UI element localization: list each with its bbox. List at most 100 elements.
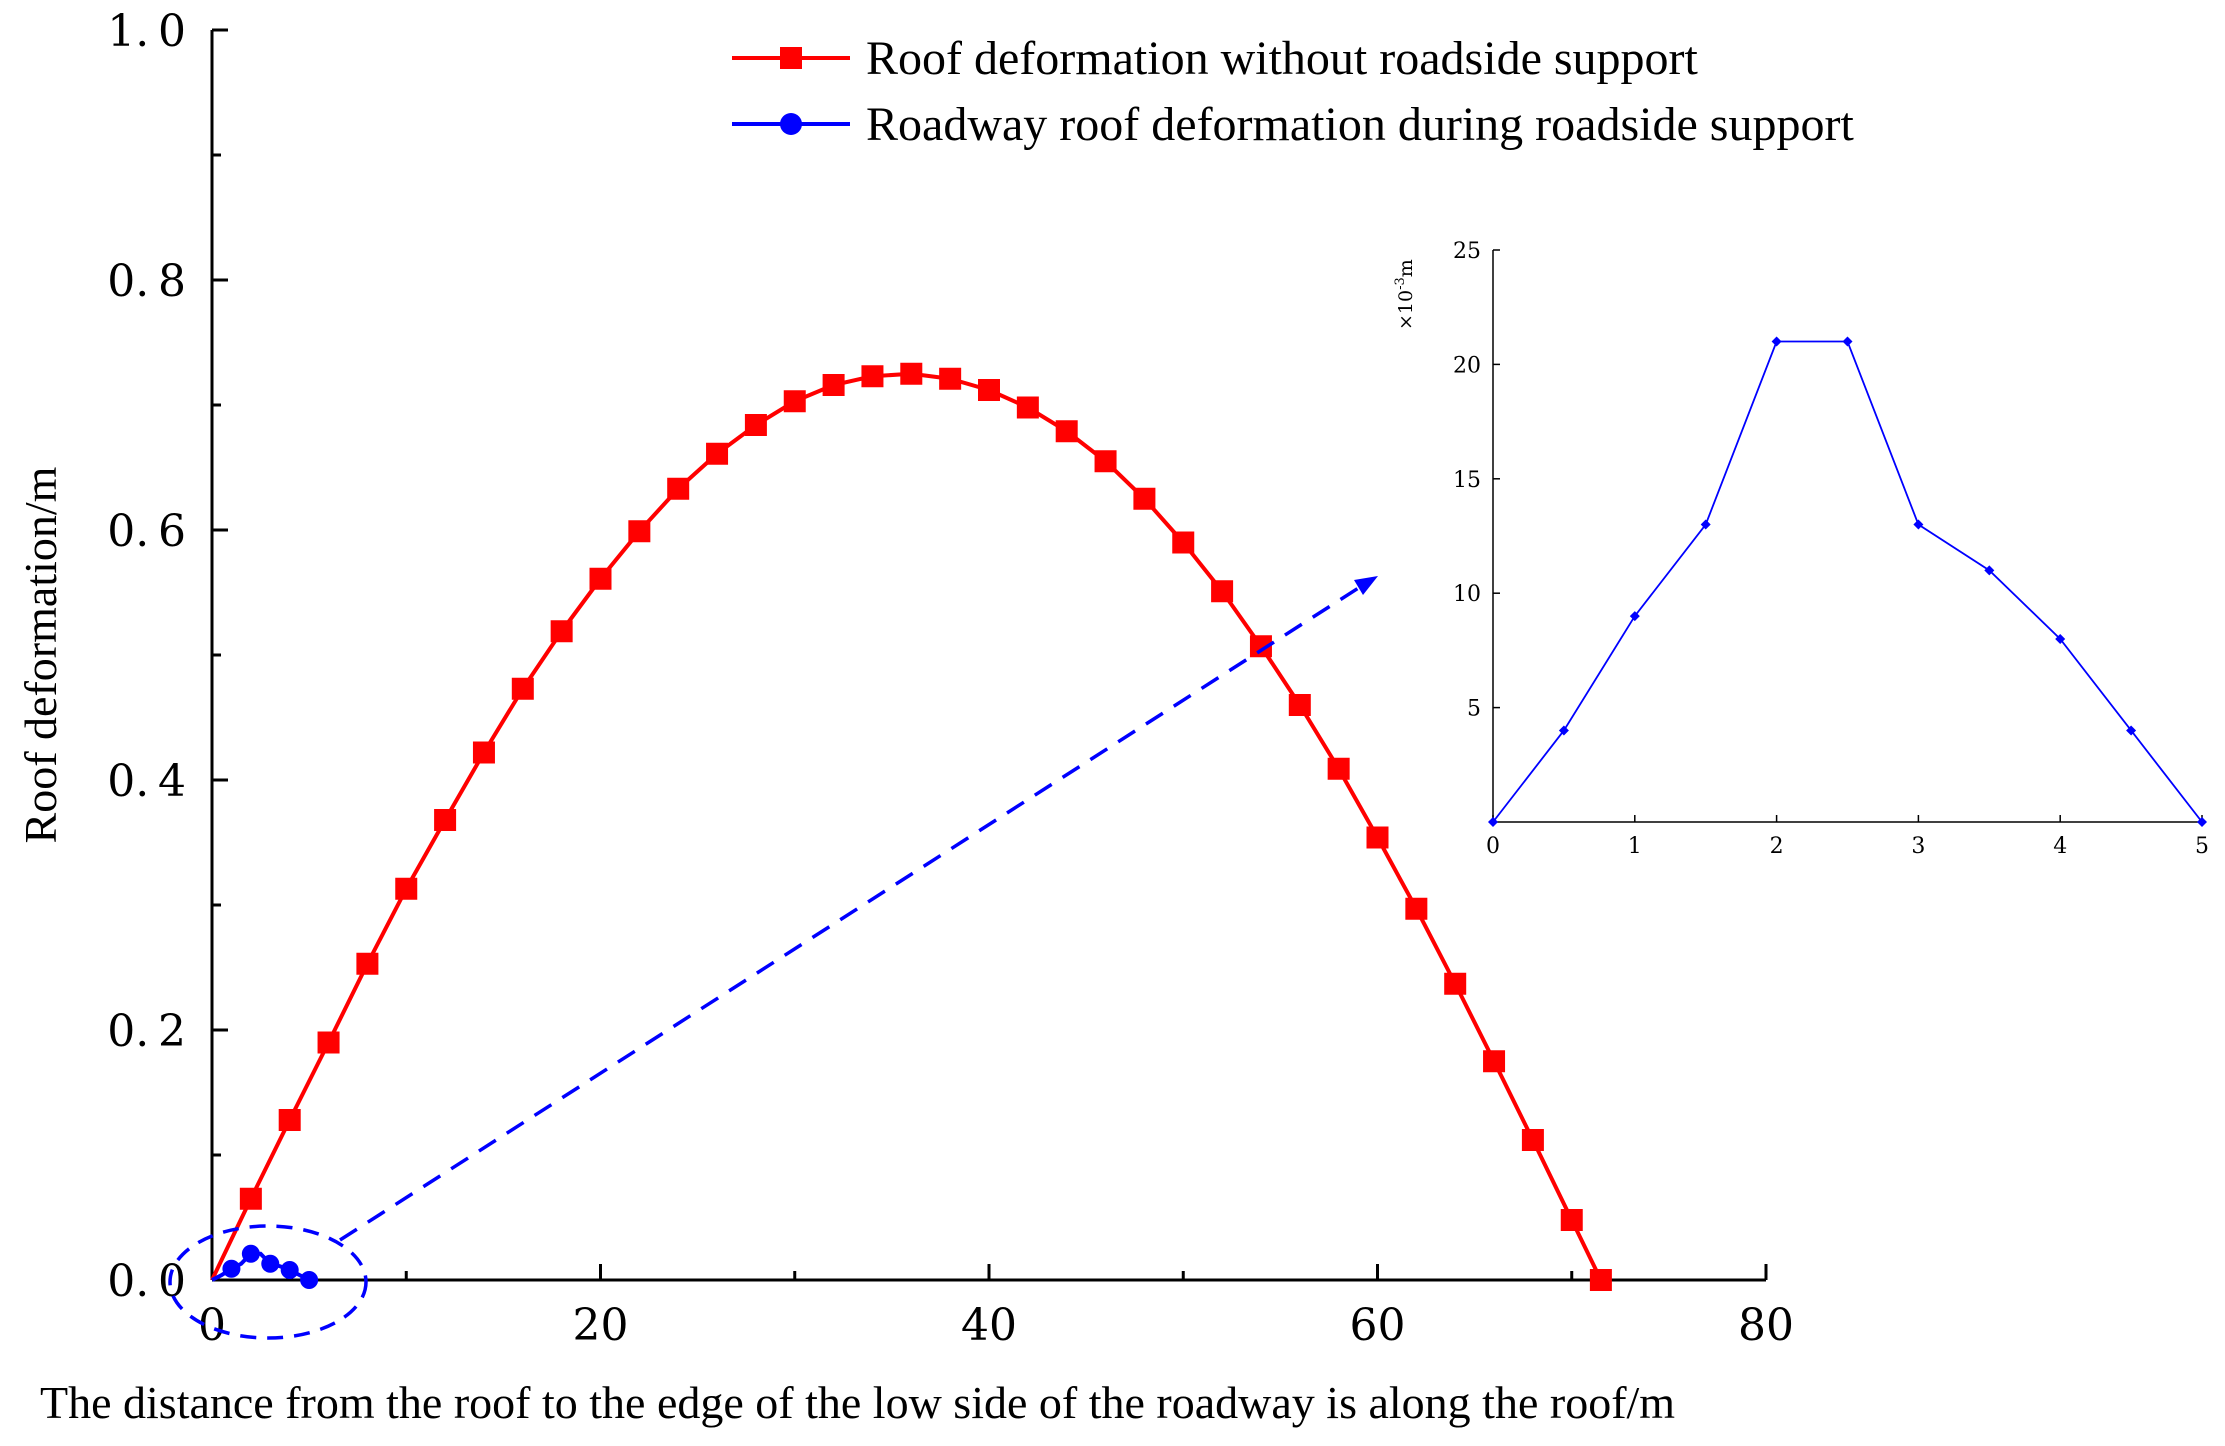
legend-entry-without-support: Roof deformation without roadside suppor… [732,32,1699,85]
inset-chart: 5 10 15 20 25 0 1 2 3 4 5 ×10-3m [1393,239,2209,859]
main-x-tick-label: 20 [573,1300,629,1351]
inset-y-tick-label: 5 [1467,697,1481,722]
inset-y-tick-label: 25 [1453,239,1481,264]
series-without-support-marker [1055,420,1078,443]
series-without-support-marker [1016,396,1039,419]
series-without-support-marker [978,379,1000,401]
series-without-support-marker [1405,897,1428,920]
series-without-support-marker [589,567,612,590]
series-with-support-marker [222,1259,241,1278]
legend-marker-red-square [780,47,802,69]
inset-series-marker [1629,611,1640,622]
legend-marker-blue-circle [780,113,802,135]
inset-series-marker [1842,336,1853,347]
inset-x-tick-label: 2 [1770,834,1784,859]
series-without-support-marker [900,362,923,385]
inset-x-tick-label: 0 [1486,834,1500,859]
series-without-support-marker [1288,694,1311,716]
series-without-support-marker [1589,1269,1612,1291]
main-x-tick-label: 60 [1350,1300,1406,1351]
inset-x-tick-label: 1 [1628,834,1642,859]
main-y-tick-label: 0. 6 [107,506,186,557]
series-without-support-marker [356,952,379,975]
zoom-arrow-head [1354,576,1378,595]
series-without-support-marker [395,877,418,900]
main-y-ticks: 0. 00. 20. 40. 60. 81. 0 [107,6,228,1307]
series-without-support-marker [472,741,495,764]
series-without-support-marker [628,520,651,543]
series-with-support-marker [261,1254,280,1273]
inset-y-tick-label: 15 [1453,468,1481,493]
series-without-support-marker [1444,972,1467,995]
series-without-support-marker [822,374,845,396]
inset-series-marker [2197,817,2207,827]
inset-series [1488,336,2207,827]
series-with-support-marker [300,1271,319,1289]
series-without-support-marker [1483,1050,1506,1073]
main-chart: 0. 00. 20. 40. 60. 81. 0 0 20 40 60 80 Roof … [15,6,1854,1428]
inset-series-marker [1913,519,1924,530]
inset-unit-exponent: -3 [1393,277,1408,290]
main-y-tick-label: 0. 2 [107,1006,186,1057]
inset-series-marker [1488,817,1498,827]
series-without-support-marker [1521,1129,1544,1151]
series-with-support-marker [280,1261,299,1279]
series-with-support [211,1244,319,1289]
main-y-tick-label: 1. 0 [107,6,186,57]
series-without-support-marker [1327,757,1350,780]
inset-y-tick-label: 20 [1453,353,1481,378]
legend-label-without-support: Roof deformation without roadside suppor… [866,32,1699,85]
main-x-axis-title: The distance from the roof to the edge o… [40,1377,1675,1428]
main-y-tick-label: 0. 4 [107,756,186,807]
legend: Roof deformation without roadside suppor… [732,32,1854,151]
main-y-tick-label: 0. 8 [107,256,186,307]
series-without-support-marker [706,442,729,465]
series-with-support-marker [241,1244,260,1263]
series-without-support-marker [861,365,884,388]
inset-series-marker [2055,633,2066,644]
series-without-support-marker [278,1109,301,1131]
inset-unit-base: ×10 [1395,290,1417,330]
series-without-support-marker [744,414,767,436]
series-without-support-marker [434,809,457,831]
series-without-support-marker [939,367,962,390]
series-without-support-marker [1211,580,1234,603]
inset-x-ticks: 0 1 2 3 4 5 [1486,815,2209,859]
series-without-support-marker [550,620,573,643]
inset-y-unit-label: ×10-3m [1393,259,1417,330]
legend-label-with-support: Roadway roof deformation during roadside… [866,98,1854,151]
main-x-tick-label: 80 [1738,1300,1794,1351]
series-without-support-marker [1560,1209,1583,1231]
series-without-support-marker [1172,531,1195,554]
series-without-support-marker [1133,487,1156,510]
series-without-support-marker [1249,635,1272,658]
zoom-arrow-line [339,585,1361,1242]
main-x-tick-label: 40 [961,1300,1017,1351]
inset-x-tick-label: 3 [1911,834,1925,859]
inset-x-tick-label: 5 [2195,834,2209,859]
inset-series-marker [2126,725,2137,736]
inset-series-marker [1771,336,1782,347]
inset-y-ticks: 5 10 15 20 25 [1453,239,1500,722]
inset-y-tick-label: 10 [1453,582,1481,607]
series-without-support-marker [239,1187,262,1210]
inset-series-marker [1558,725,1569,736]
main-axes [210,30,1766,1282]
series-without-support-marker [667,477,690,500]
legend-entry-with-support: Roadway roof deformation during roadside… [732,98,1854,151]
zoom-region-ellipse [168,1224,368,1340]
series-without-support-marker [317,1031,340,1054]
inset-series-marker [1700,519,1711,530]
inset-x-tick-label: 4 [2053,834,2067,859]
series-without-support-marker [511,677,534,700]
series-without-support-line [210,371,1603,1281]
main-y-axis-title: Roof deformation/m [15,466,66,843]
series-without-support-marker [1366,826,1389,849]
inset-unit-suffix: m [1395,259,1417,277]
series-without-support [210,362,1612,1291]
series-without-support-marker [1094,450,1117,473]
main-x-tick-label: 0 [198,1300,226,1351]
main-x-ticks: 0 20 40 60 80 [198,1264,1794,1351]
series-without-support-marker [783,390,806,413]
